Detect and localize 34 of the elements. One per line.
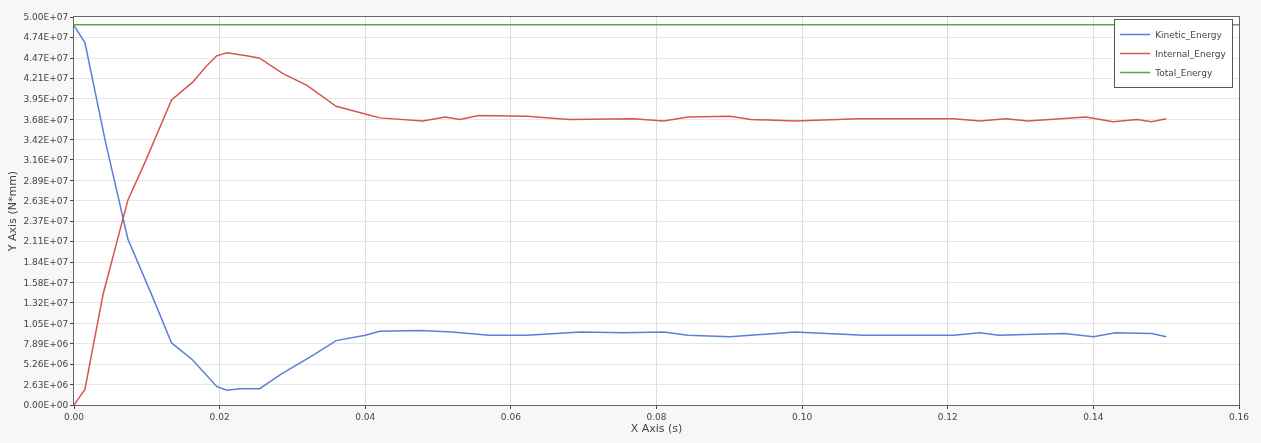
y-tick-label: 2.37E+07 [23,216,69,227]
y-tick-label: 4.74E+07 [23,32,69,43]
legend-label: Total_Energy [1154,67,1213,78]
x-tick-label: 0.00 [63,411,85,422]
x-tick-label: 0.06 [500,411,522,422]
x-tick-label: 0.08 [646,411,667,422]
y-tick-label: 4.47E+07 [23,53,69,64]
y-tick-label: 4.21E+07 [23,73,69,84]
y-tick-label: 2.89E+07 [23,175,69,186]
y-tick-label: 3.68E+07 [23,114,69,125]
y-tick-label: 1.32E+07 [23,297,69,308]
y-tick-label: 2.11E+07 [23,236,69,247]
y-tick-label: 1.58E+07 [23,277,69,288]
y-tick-label: 1.05E+07 [23,318,69,329]
y-tick-label: 5.26E+06 [23,359,69,370]
y-tick-label: 2.63E+06 [23,379,69,390]
y-tick-label: 5.00E+07 [23,12,69,23]
y-tick-label: 0.00E+00 [23,400,69,411]
x-tick-label: 0.10 [792,411,813,422]
x-axis-title: X Axis (s) [630,421,683,435]
y-tick-label: 2.63E+07 [23,196,69,207]
y-axis-title: Y Axis (N*mm) [6,170,20,253]
y-tick-label: 3.42E+07 [23,134,69,145]
y-tick-label: 3.95E+07 [23,93,69,104]
y-tick-label: 7.89E+06 [23,338,69,349]
y-tick-label: 3.16E+07 [23,154,69,165]
x-tick-label: 0.12 [937,411,958,422]
y-tick-label: 1.84E+07 [23,257,69,268]
x-tick-label: 0.02 [209,411,230,422]
legend-label: Internal_Energy [1155,48,1227,59]
x-tick-label: 0.16 [1228,411,1250,422]
x-tick-label: 0.04 [355,411,376,422]
x-tick-label: 0.14 [1083,411,1104,422]
legend-label: Kinetic_Energy [1155,29,1223,40]
